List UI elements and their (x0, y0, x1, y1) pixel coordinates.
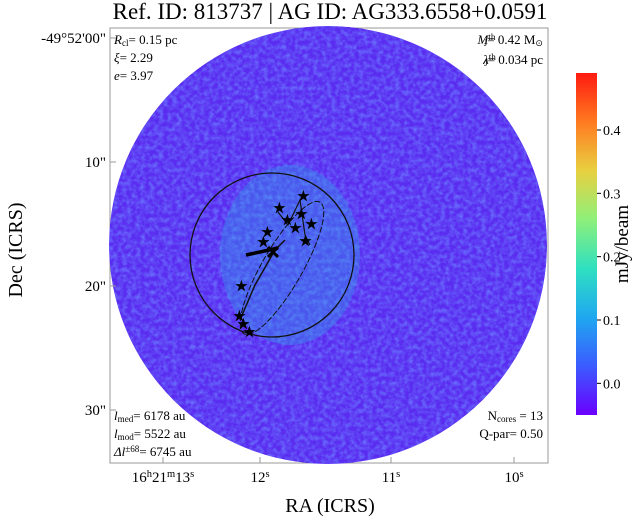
rich-label: 12s (250, 469, 269, 486)
rich-label: 16h21m13s (132, 469, 195, 486)
svg-text:★: ★ (282, 213, 293, 227)
label-part: 12 (250, 470, 265, 486)
label-part: ±68 (125, 444, 140, 454)
rich-label: Rcl= 0.15 pc (113, 32, 178, 48)
rich-label: Ncores = 13 (488, 408, 543, 424)
label-part: N (488, 408, 498, 423)
y-tick-label: -49°52'00" (41, 31, 106, 47)
rich-label: 11s (382, 469, 401, 486)
label-part: h (147, 469, 153, 480)
rich-label: lmod= 5522 au (114, 426, 186, 442)
rich-label: e= 3.97 (114, 68, 154, 83)
label-part: = 6745 au (139, 444, 192, 459)
label-part: s (265, 469, 269, 480)
label-part: Δl (113, 444, 126, 459)
rich-label: Δl±68= 6745 au (113, 444, 192, 459)
label-part: 11 (382, 470, 396, 486)
rich-label: Mth J= 0.42 M⊙ (476, 32, 543, 48)
y-tick-label: 20" (85, 279, 106, 295)
colorbar-label: mJy/beam (612, 205, 633, 283)
label-part: = 0.15 pc (129, 32, 178, 47)
svg-text:★: ★ (274, 201, 285, 215)
label-part: l (114, 426, 118, 441)
label-part: = 5522 au (134, 426, 187, 441)
label-part: = 13 (516, 408, 543, 423)
label-part: l (114, 408, 118, 423)
label-part: Q-par= 0.50 (479, 426, 543, 441)
chart-title: Ref. ID: 813737 | AG ID: AG333.6558+0.05… (113, 0, 548, 24)
label-part: J (484, 58, 488, 68)
svg-text:★: ★ (306, 217, 317, 231)
label-part: cl (122, 38, 129, 48)
label-part: ξ (114, 50, 120, 65)
label-part: M (476, 32, 489, 47)
svg-text:★: ★ (300, 234, 311, 248)
label-part: s (519, 469, 523, 480)
svg-text:★: ★ (298, 189, 309, 203)
label-part: λ (482, 52, 489, 67)
y-tick-label: 10" (85, 155, 106, 171)
colorbar-tick-label: 0.0 (603, 377, 621, 392)
label-part: cores (497, 414, 517, 424)
svg-text:★: ★ (290, 221, 301, 235)
label-part: R (113, 32, 122, 47)
label-part: = 6178 au (133, 408, 186, 423)
rich-label: Q-par= 0.50 (479, 426, 543, 441)
rich-label: ξ= 2.29 (114, 50, 153, 65)
label-part: = 0.42 M (487, 32, 536, 47)
structure-overlay: ★ ★★ ★★★ ★★★ ★★ ★ ★ (189, 172, 355, 340)
colorbar (576, 73, 597, 415)
label-part: mod (118, 432, 135, 442)
label-part: med (118, 414, 134, 424)
x-axis-label: RA (ICRS) (285, 495, 374, 517)
intensity-map (109, 26, 547, 464)
label-part: m (167, 469, 175, 480)
colorbar-tick-label: 0.2 (603, 251, 621, 266)
label-part: = 3.97 (120, 68, 154, 83)
label-part: J (484, 38, 488, 48)
rich-label: lmed= 6178 au (114, 408, 186, 424)
label-part: 16 (132, 470, 148, 486)
label-part: th (488, 32, 496, 42)
label-part: s (190, 469, 194, 480)
label-part: ⊙ (535, 38, 543, 48)
y-tick-label: 30" (85, 403, 106, 419)
label-part: e (114, 68, 120, 83)
label-part: 10 (504, 470, 519, 486)
svg-text:★: ★ (296, 207, 307, 221)
colorbar-tick-label: 0.3 (603, 187, 621, 202)
label-part: s (396, 469, 400, 480)
rich-label: λth J= 0.034 pc (482, 52, 543, 68)
svg-text:★: ★ (262, 225, 273, 239)
svg-text:★: ★ (244, 325, 255, 339)
y-axis-label: Dec (ICRS) (5, 203, 27, 298)
colorbar-tick-label: 0.1 (603, 314, 621, 329)
svg-text:★: ★ (258, 235, 269, 249)
label-part: th (489, 52, 497, 62)
label-part: = 0.034 pc (488, 52, 544, 67)
svg-text:★: ★ (236, 279, 247, 293)
label-part: 21 (152, 470, 167, 486)
svg-text:★: ★ (238, 317, 249, 331)
label-part: = 2.29 (120, 50, 153, 65)
svg-text:★: ★ (234, 309, 245, 323)
label-part: 13 (175, 470, 190, 486)
colorbar-tick-label: 0.4 (603, 124, 621, 139)
rich-label: 10s (504, 469, 523, 486)
